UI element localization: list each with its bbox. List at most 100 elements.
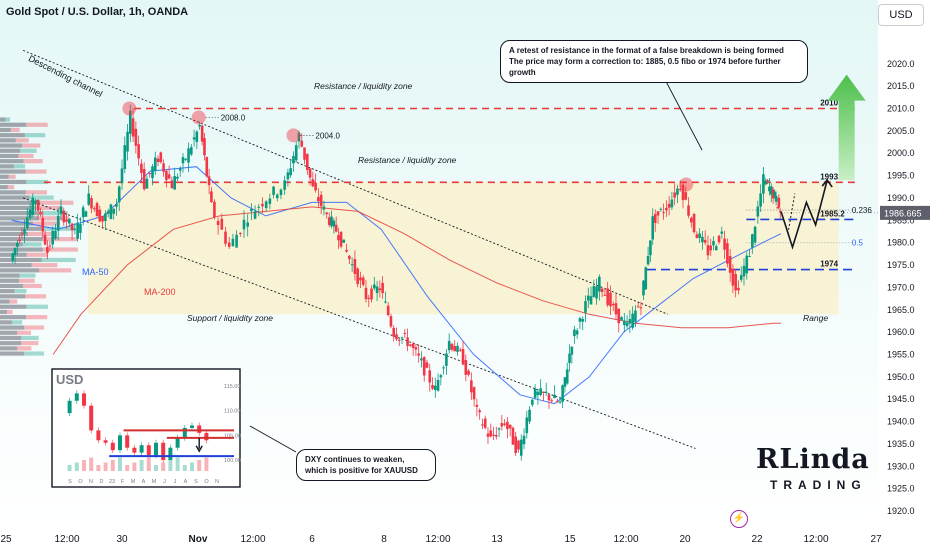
dxy-x-tick: F [121,479,125,485]
candle-body [687,205,690,216]
candle-body [417,353,420,356]
volume-profile-bar [31,263,58,268]
candle-body [771,189,775,199]
candle-body [13,247,17,256]
dxy-candle [175,437,180,448]
candle-body [522,435,526,445]
candle-body [98,209,102,222]
candle-body [43,235,47,245]
price-tag-label: 1986.665 [884,208,922,218]
volume-profile-bar [15,138,29,143]
candle-body [734,273,737,291]
volume-profile-bar [17,346,32,351]
volume-profile-bar [23,159,43,164]
x-tick-label: 12:00 [240,534,265,545]
candle-body [506,421,509,430]
candle-body [714,246,718,251]
candle-body [253,211,257,219]
volume-profile-bar [0,351,25,356]
volume-profile-bar [0,179,27,185]
candle-body [453,346,457,352]
candle-body [18,239,21,242]
dxy-volume-bar [110,460,115,471]
volume-profile-bar [0,138,16,143]
candle-body [140,163,143,173]
volume-profile-bar [0,273,20,278]
dxy-y-tick: 115.00 [224,384,240,390]
candle-body [173,176,176,190]
candle-body [109,204,113,219]
candle-body [614,303,618,315]
candle-body [129,110,132,134]
candle-body [359,277,362,281]
dxy-y-tick: 110.00 [224,409,240,415]
candle-body [39,212,42,215]
candle-body [203,138,206,156]
candle-body [495,435,498,437]
volume-profile-bar [0,164,14,169]
candle-body [59,206,63,214]
candle-body [200,125,204,142]
candle-body [628,319,632,324]
fib-label-0.236: 0.236 [852,206,873,215]
candle-body [342,239,346,243]
candle-body [289,168,292,176]
candle-body [431,384,434,389]
candle-body [165,170,168,181]
candle-body [364,287,368,300]
volume-profile-bar [0,195,30,200]
dxy-x-tick: S [68,479,72,485]
lightning-icon[interactable]: ⚡ [730,510,748,528]
candle-body [142,168,146,190]
candle-body [745,255,749,274]
volume-profile-bar [24,133,46,138]
candle-body [442,367,445,369]
dxy-callout: DXY continues to weaken, which is positi… [296,449,436,481]
volume-profile-bar [26,304,48,309]
forecast-arrowhead [821,178,833,188]
candle-body [756,206,760,217]
volume-profile-bar [0,346,18,351]
dxy-x-tick: O [204,479,209,485]
volume-profile-bar [34,205,63,211]
candle-body [332,220,336,227]
dxy-down-arrowhead-icon [195,445,203,453]
candle-body [23,229,26,234]
candle-body [264,201,268,209]
candle-body [578,318,582,322]
currency-button[interactable]: USD [878,4,924,26]
candle-body [492,434,495,436]
candle-body [720,231,724,234]
candle-body [558,401,562,403]
moving-average-line [11,166,782,405]
logo-subtitle: TRADING [770,478,867,492]
candle-body [384,301,387,303]
volume-profile-bar [17,330,31,335]
dxy-y-tick: 100.00 [224,458,241,464]
candle-body [631,313,634,328]
volume-profile-bar [0,226,42,231]
candle-body [773,191,777,196]
volume-profile-bar [0,325,25,330]
volume-profile-bar [0,341,22,346]
candle-body [378,288,382,291]
candle-body [489,430,493,437]
dxy-candle [168,447,173,461]
candle-body [279,189,283,196]
candle-body [411,343,415,348]
candle-body [766,180,769,182]
candle-body [634,310,637,322]
fib-label-0.5: 0.5 [852,239,864,248]
x-tick-label: 22 [751,534,763,545]
y-tick-label: 1990.0 [887,193,915,203]
candle-body [65,219,68,222]
candle-body [753,226,757,243]
ma200-label: MA-200 [144,287,176,297]
candle-body [170,180,174,189]
dxy-volume-bar [103,462,108,471]
volume-profile-bar [24,325,45,330]
candle-body [303,147,306,160]
candle-body [25,217,29,229]
volume-profile-bar [0,320,13,325]
